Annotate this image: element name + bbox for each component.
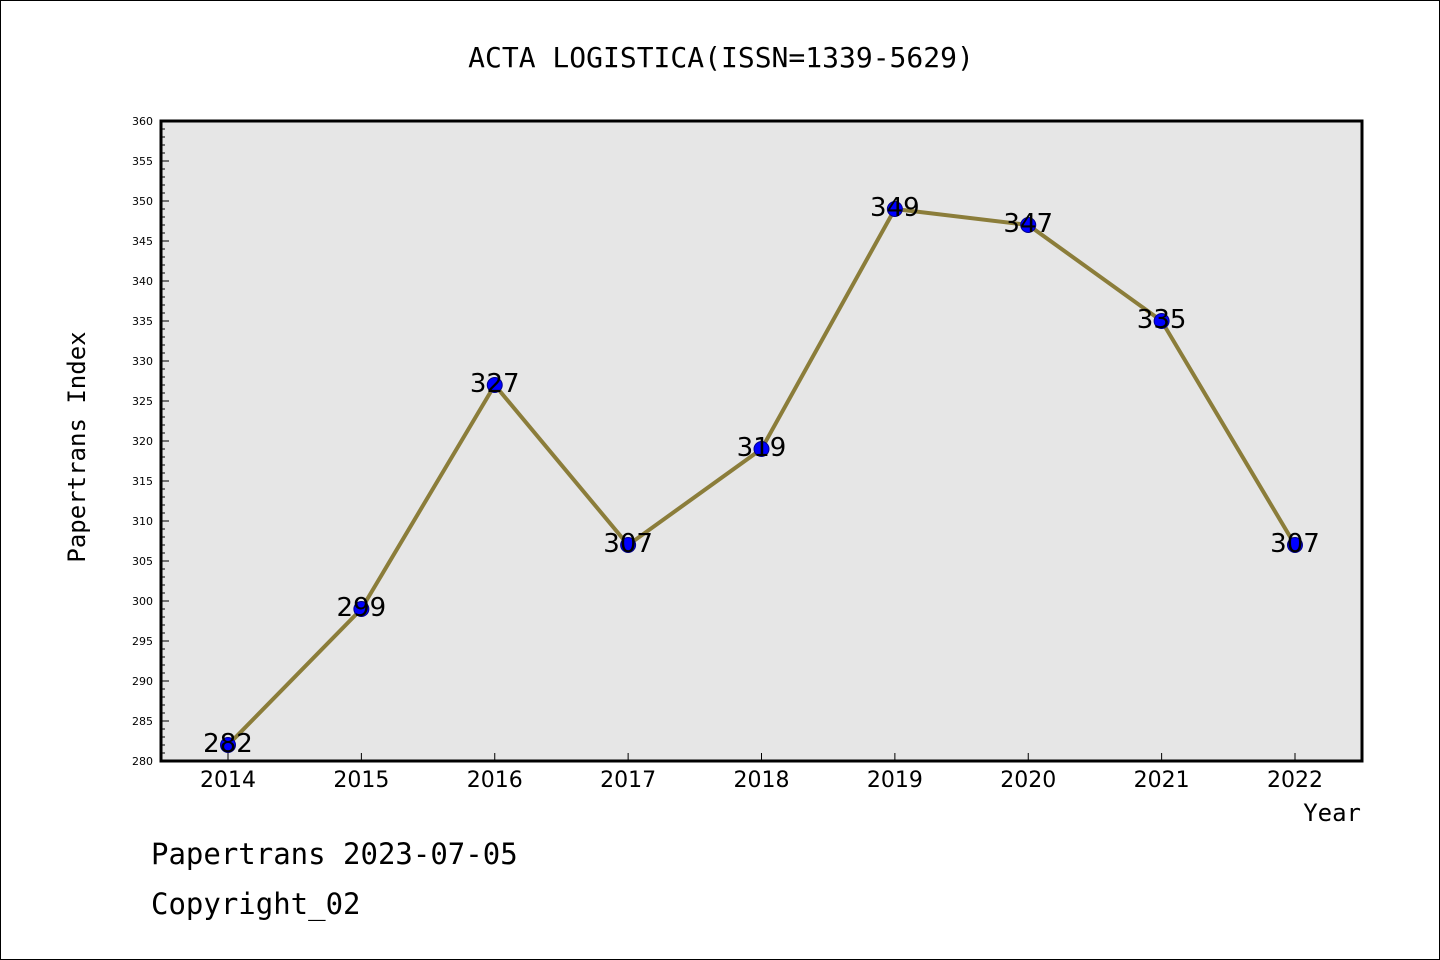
x-tick-label: 2017 — [600, 768, 656, 793]
y-tick-label: 325 — [132, 395, 153, 408]
y-axis-ticks: 280 285 290 295 300 305 310 315 320 325 330 335 340 3… — [132, 115, 169, 768]
y-tick-label: 345 — [132, 235, 153, 248]
chart-title: ACTA LOGISTICA(ISSN=1339-5629) — [468, 41, 974, 74]
data-label: 307 — [1270, 529, 1320, 559]
data-point — [1153, 313, 1170, 329]
x-tick-label: 2015 — [333, 768, 389, 793]
data-label: 307 — [603, 529, 653, 559]
data-label: 299 — [337, 593, 387, 623]
data-point — [220, 737, 236, 753]
y-tick-label: 300 — [132, 595, 153, 608]
x-tick-label: 2020 — [1000, 768, 1056, 793]
data-label-group: 282 299 327 307 319 349 347 335 307 — [203, 193, 1320, 759]
y-tick-label: 355 — [132, 155, 153, 168]
x-tick-label: 2019 — [867, 768, 923, 793]
y-tick-label: 350 — [132, 195, 153, 208]
y-tick-label: 280 — [132, 755, 153, 768]
data-label: 349 — [870, 193, 920, 223]
data-point — [1287, 537, 1303, 553]
y-tick-label: 340 — [132, 275, 153, 288]
data-label: 347 — [1003, 209, 1053, 239]
x-tick-label: 2022 — [1267, 768, 1323, 793]
data-label: 282 — [203, 729, 253, 759]
x-tick-label: 2014 — [200, 768, 256, 793]
data-point — [886, 201, 903, 217]
x-axis-label: Year — [1303, 799, 1361, 827]
x-tick-label: 2021 — [1134, 768, 1190, 793]
footer-copyright-text: Copyright_02 — [151, 887, 361, 921]
data-point — [753, 441, 770, 457]
y-tick-label: 330 — [132, 355, 153, 368]
data-point — [486, 377, 503, 393]
x-tick-label: 2016 — [467, 768, 523, 793]
y-tick-label: 360 — [132, 115, 153, 128]
data-point — [353, 601, 370, 617]
footer-date-text: Papertrans 2023-07-05 — [151, 837, 518, 871]
data-label: 319 — [737, 433, 787, 463]
y-tick-label: 310 — [132, 515, 153, 528]
y-tick-label: 305 — [132, 555, 153, 568]
data-point — [620, 537, 637, 553]
data-label: 327 — [470, 369, 520, 399]
y-tick-label: 290 — [132, 675, 153, 688]
y-tick-label: 320 — [132, 435, 153, 448]
data-point — [1020, 217, 1037, 233]
y-tick-label: 335 — [132, 315, 153, 328]
x-tick-label: 2018 — [734, 768, 790, 793]
y-tick-label: 285 — [132, 715, 153, 728]
series-group — [220, 201, 1303, 753]
y-tick-label: 315 — [132, 475, 153, 488]
x-axis-ticks: 2014 2015 2016 2017 2018 2019 2020 2021 2022 — [200, 753, 1323, 793]
y-tick-label: 295 — [132, 635, 153, 648]
data-label: 335 — [1137, 305, 1187, 335]
y-axis-label: Papertrans Index — [63, 331, 91, 562]
